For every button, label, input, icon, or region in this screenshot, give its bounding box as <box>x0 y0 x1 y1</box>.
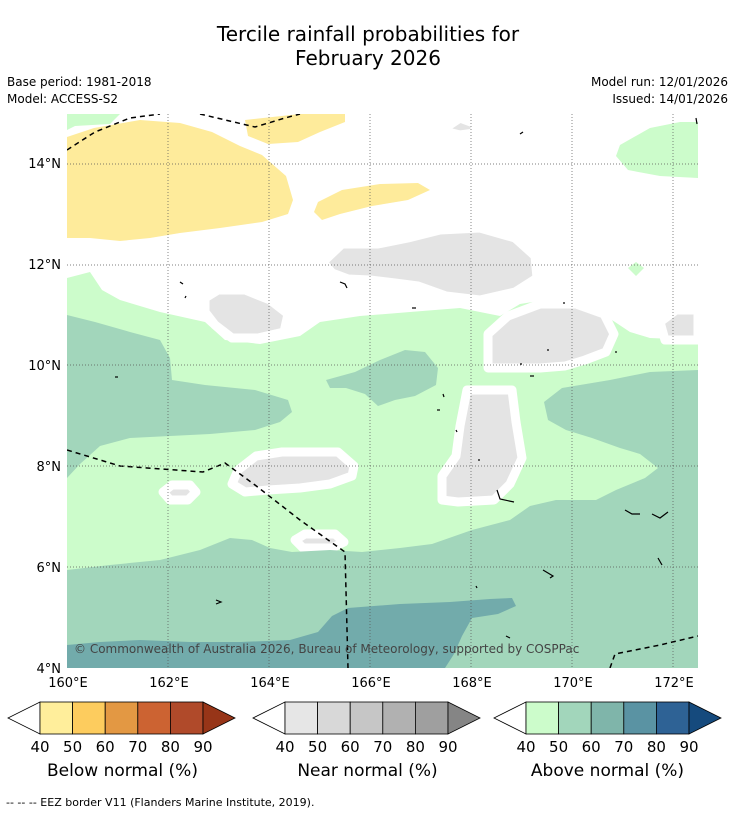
colorbar-tick: 40 <box>275 738 294 756</box>
colorbar-swatch <box>414 701 449 735</box>
colorbar-ticks: 40 50 60 70 80 90 <box>516 738 698 756</box>
base-period: Base period: 1981-2018 <box>7 75 152 89</box>
below-40-region-center <box>314 183 430 220</box>
colorbar-swatch <box>656 701 690 735</box>
colorbar-tick: 50 <box>549 738 568 756</box>
colorbar-swatch <box>137 701 171 735</box>
colorbar-min-arrow <box>7 701 41 735</box>
colorbar-ticks: 40 50 60 70 80 90 <box>30 738 212 756</box>
colorbar-swatch <box>169 701 204 735</box>
colorbar-tick: 60 <box>341 738 360 756</box>
colorbar-label-near: Near normal (%) <box>297 761 438 781</box>
lat-label: 4°N <box>37 662 62 677</box>
lon-label: 160°E <box>48 676 88 691</box>
lat-label: 8°N <box>37 460 62 475</box>
lon-label: 172°E <box>654 676 694 691</box>
colorbar-tick: 40 <box>516 738 535 756</box>
map-area: © Commonwealth of Australia 2026, Bureau… <box>67 114 698 668</box>
colorbar-min-arrow <box>252 701 286 735</box>
issued-date: Issued: 14/01/2026 <box>612 92 728 106</box>
colorbar-tick: 70 <box>373 738 392 756</box>
lat-axis-labels: 14°N 12°N 10°N 8°N 6°N 4°N <box>28 157 61 677</box>
lat-label: 10°N <box>28 359 61 374</box>
map-title-line1: Tercile rainfall probabilities for <box>216 22 520 46</box>
colorbar-swatch <box>349 701 384 735</box>
model-name: Model: ACCESS-S2 <box>7 92 119 106</box>
colorbar-swatch <box>382 701 416 735</box>
colorbar-swatch <box>72 701 106 735</box>
colorbar-tick: 80 <box>647 738 666 756</box>
colorbar-swatch <box>39 701 73 735</box>
lon-label: 170°E <box>553 676 593 691</box>
colorbar-max-arrow <box>202 701 236 735</box>
eez-footer-note: -- -- -- EEZ border V11 (Flanders Marine… <box>6 796 315 809</box>
eez-border-lines <box>67 114 698 668</box>
above-60-region <box>67 598 516 668</box>
lon-label: 168°E <box>452 676 492 691</box>
colorbar-min-arrow <box>493 701 527 735</box>
colorbar-label-above: Above normal (%) <box>530 761 685 781</box>
map-gridlines <box>67 114 698 668</box>
lon-axis-labels: 160°E 162°E 164°E 166°E 168°E 170°E 172°… <box>48 676 694 691</box>
colorbar-near-normal: 40 50 60 70 80 90 <box>252 701 481 756</box>
above-40-region-spot <box>628 262 644 276</box>
above-40-region-nw <box>67 114 120 130</box>
below-40-region-west <box>67 120 293 241</box>
colorbar-ticks: 40 50 60 70 80 90 <box>275 738 457 756</box>
colorbar-label-below: Below normal (%) <box>47 761 198 781</box>
colorbar-swatch <box>104 701 139 735</box>
colorbar-tick: 90 <box>438 738 457 756</box>
colorbar-tick: 50 <box>63 738 82 756</box>
lon-label: 164°E <box>250 676 290 691</box>
colorbar-swatch <box>590 701 625 735</box>
colorbar-below-normal: 40 50 60 70 80 90 <box>7 701 236 756</box>
lat-label: 14°N <box>28 157 61 172</box>
above-50-region-east <box>67 370 698 668</box>
colorbar-tick: 80 <box>161 738 180 756</box>
island-marks <box>115 117 698 639</box>
colorbar-swatch <box>317 701 351 735</box>
lat-label: 12°N <box>28 258 61 273</box>
model-run: Model run: 12/01/2026 <box>590 75 728 89</box>
colorbar-tick: 90 <box>679 738 698 756</box>
colorbar-tick: 60 <box>582 738 601 756</box>
above-40-region-ne <box>616 122 698 178</box>
lon-label: 162°E <box>149 676 189 691</box>
map-title-line2: February 2026 <box>295 46 441 70</box>
copyright-notice: © Commonwealth of Australia 2026, Bureau… <box>74 642 579 656</box>
colorbar-swatch <box>525 701 559 735</box>
below-40-region-north <box>245 114 345 144</box>
colorbar-max-arrow <box>688 701 722 735</box>
colorbar-tick: 80 <box>406 738 425 756</box>
map-figure: © Commonwealth of Australia 2026, Bureau… <box>28 114 698 691</box>
colorbar-tick: 60 <box>96 738 115 756</box>
colorbar-swatch <box>558 701 592 735</box>
above-50-region-west <box>67 315 292 478</box>
colorbar-swatch <box>623 701 657 735</box>
colorbar-legends: 40 50 60 70 80 90 40 50 60 70 80 90 <box>7 701 722 756</box>
colorbar-tick: 70 <box>128 738 147 756</box>
above-50-region-center <box>326 350 438 406</box>
colorbar-max-arrow <box>447 701 481 735</box>
colorbar-tick: 90 <box>193 738 212 756</box>
colorbar-tick: 70 <box>614 738 633 756</box>
colorbar-swatch <box>284 701 318 735</box>
colorbar-tick: 50 <box>308 738 327 756</box>
lon-label: 166°E <box>351 676 391 691</box>
colorbar-above-normal: 40 50 60 70 80 90 <box>493 701 722 756</box>
colorbar-tick: 40 <box>30 738 49 756</box>
lat-label: 6°N <box>37 561 62 576</box>
